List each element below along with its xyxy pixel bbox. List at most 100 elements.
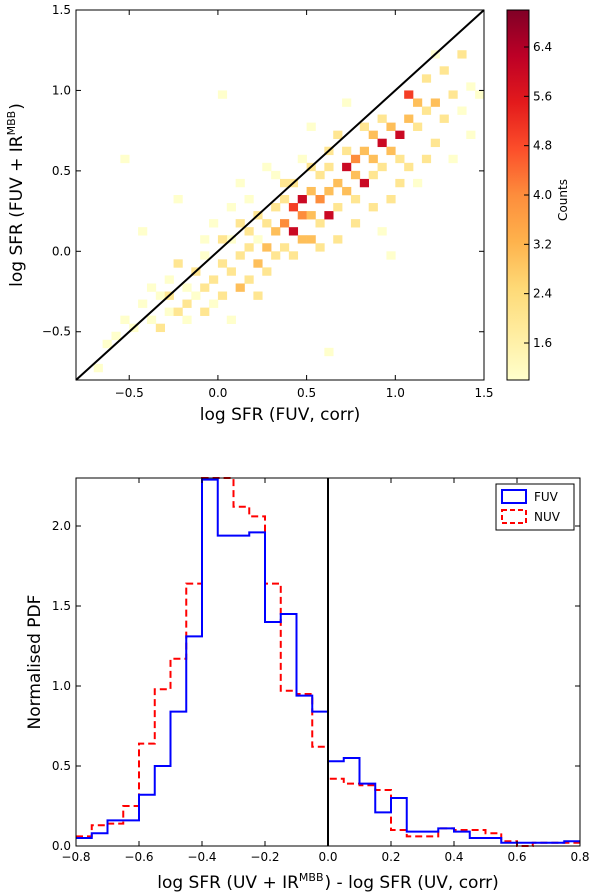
histogram-x-tick-label: 0.6 bbox=[507, 850, 526, 864]
histogram-x-tick-label: 0.2 bbox=[381, 850, 400, 864]
heatmap-cell bbox=[288, 251, 299, 260]
colorbar-label: Counts bbox=[556, 179, 570, 221]
heatmap-cell bbox=[235, 283, 245, 292]
heatmap-cell bbox=[404, 162, 414, 172]
colorbar-ticks: 1.6 2.4 3.2 4.0 4.8 5.6 6.4 bbox=[524, 40, 552, 350]
heatmap-cell bbox=[333, 235, 343, 244]
pdf-histogram-panel: −0.8 −0.6 −0.4 −0.2 0.0 0.2 0.4 0.6 0.8 0.0 0.5 1.… bbox=[25, 477, 590, 893]
heatmap-cell bbox=[217, 235, 228, 244]
heatmap-cell bbox=[386, 251, 396, 260]
heatmap-y-axis-label: log SFR (FUV + IRMBB) bbox=[5, 103, 27, 287]
heatmap-cell bbox=[306, 122, 316, 131]
heatmap-cell bbox=[280, 243, 290, 252]
histogram-x-axis-label: log SFR (UV + IRMBB) - log SFR (UV, corr… bbox=[157, 871, 499, 893]
colorbar-tick-label: 4.8 bbox=[533, 139, 552, 153]
heatmap-cell bbox=[138, 299, 148, 308]
heatmap-x-tick-label: 0.0 bbox=[208, 386, 227, 400]
heatmap-x-tick-label: −0.5 bbox=[115, 386, 144, 400]
heatmap-cell bbox=[315, 170, 325, 180]
heatmap-cell bbox=[262, 267, 272, 276]
heatmap-cell bbox=[306, 186, 316, 196]
histogram-y-tick-label: 1.0 bbox=[52, 679, 71, 693]
histogram-legend: FUV NUV bbox=[495, 483, 575, 531]
heatmap-cell bbox=[333, 203, 343, 212]
heatmap-cell bbox=[244, 243, 254, 252]
heatmap-cell bbox=[466, 82, 476, 91]
heatmap-cell bbox=[306, 235, 316, 244]
heatmap-cell bbox=[350, 154, 361, 164]
heatmap-cell bbox=[253, 259, 263, 268]
histogram-y-tick-label: 1.5 bbox=[52, 599, 71, 613]
heatmap-cell bbox=[173, 307, 183, 316]
heatmap-cell bbox=[182, 299, 192, 308]
heatmap-cell bbox=[457, 50, 467, 59]
heatmap-x-tick-label: 0.5 bbox=[297, 386, 316, 400]
heatmap-cell bbox=[395, 178, 405, 188]
heatmap-cell bbox=[173, 259, 183, 268]
heatmap-cell bbox=[164, 307, 174, 316]
one-to-one-line bbox=[75, 9, 485, 381]
histogram-y-tick-label: 0.5 bbox=[52, 759, 71, 773]
heatmap-cell bbox=[377, 138, 387, 148]
heatmap-cell bbox=[235, 251, 245, 260]
heatmap-cell bbox=[439, 114, 449, 123]
heatmap-cell bbox=[138, 227, 148, 236]
heatmap-cell bbox=[244, 227, 254, 236]
heatmap-cell bbox=[93, 363, 103, 373]
histogram-y-tick-label: 0.0 bbox=[52, 839, 71, 853]
heatmap-cell bbox=[297, 211, 307, 220]
heatmap-cell bbox=[350, 195, 361, 204]
heatmap-y-ticks: −0.5 0.0 0.5 1.0 1.5 bbox=[42, 3, 484, 339]
heatmap-cell bbox=[421, 74, 432, 83]
heatmap-cell bbox=[253, 291, 263, 300]
heatmap-cell bbox=[191, 291, 201, 300]
heatmap-y-tick-label: −0.5 bbox=[42, 325, 71, 339]
heatmap-cell bbox=[315, 243, 325, 252]
histogram-x-label-end: ) - log SFR (UV, corr) bbox=[325, 873, 499, 893]
heatmap-cell bbox=[173, 195, 183, 204]
heatmap-cell bbox=[209, 275, 219, 284]
heatmap-cell bbox=[262, 243, 272, 252]
heatmap-y-tick-label: 0.5 bbox=[52, 164, 71, 178]
heatmap-cell bbox=[111, 331, 121, 341]
histogram-x-ticks: −0.8 −0.6 −0.4 −0.2 0.0 0.2 0.4 0.6 0.8 bbox=[61, 478, 590, 864]
heatmap-cell bbox=[395, 154, 405, 164]
heatmap-cell bbox=[262, 219, 272, 228]
heatmap-cell bbox=[297, 195, 307, 204]
heatmap-cell bbox=[475, 90, 485, 99]
heatmap-cell bbox=[439, 66, 449, 75]
heatmap-cell bbox=[200, 251, 210, 260]
heatmap-cell bbox=[102, 339, 112, 349]
heatmap-cell bbox=[368, 154, 378, 164]
heatmap-cell bbox=[386, 122, 396, 131]
legend-nuv-label: NUV bbox=[534, 510, 561, 524]
heatmap-cell bbox=[457, 106, 467, 115]
heatmap-cell bbox=[342, 186, 352, 196]
heatmap-cell bbox=[377, 227, 387, 236]
histogram-x-tick-label: −0.8 bbox=[61, 850, 90, 864]
histogram-y-axis-label: Normalised PDF bbox=[25, 595, 45, 730]
nuv-histogram-line bbox=[76, 477, 580, 847]
heatmap-cell bbox=[342, 98, 352, 107]
heatmap-y-tick-label: 1.5 bbox=[52, 3, 71, 17]
heatmap-cell bbox=[280, 195, 290, 204]
histogram-x-tick-label: −0.4 bbox=[187, 850, 216, 864]
heatmap-cell bbox=[466, 130, 476, 139]
heatmap-cell bbox=[280, 219, 290, 228]
heatmap-x-ticks: −0.5 0.0 0.5 1.0 1.5 bbox=[115, 10, 494, 400]
heatmap-cell bbox=[155, 323, 165, 333]
histogram-y-ticks: 0.0 0.5 1.0 1.5 2.0 bbox=[52, 519, 580, 853]
heatmap-cell bbox=[146, 283, 157, 292]
heatmap-y-label-sup: MBB bbox=[5, 111, 18, 136]
heatmap-cell bbox=[386, 146, 396, 156]
colorbar-tick-label: 1.6 bbox=[533, 336, 552, 350]
histogram-x-label-sup: MBB bbox=[299, 871, 324, 884]
heatmap-cell bbox=[244, 195, 254, 204]
heatmap-cell bbox=[226, 315, 236, 324]
heatmap-cell bbox=[288, 227, 299, 236]
heatmap-cell bbox=[315, 195, 325, 204]
colorbar-tick-label: 4.0 bbox=[533, 188, 552, 202]
histogram-x-tick-label: 0.4 bbox=[444, 850, 463, 864]
heatmap-cell bbox=[200, 307, 210, 316]
heatmap-cell bbox=[377, 114, 387, 123]
